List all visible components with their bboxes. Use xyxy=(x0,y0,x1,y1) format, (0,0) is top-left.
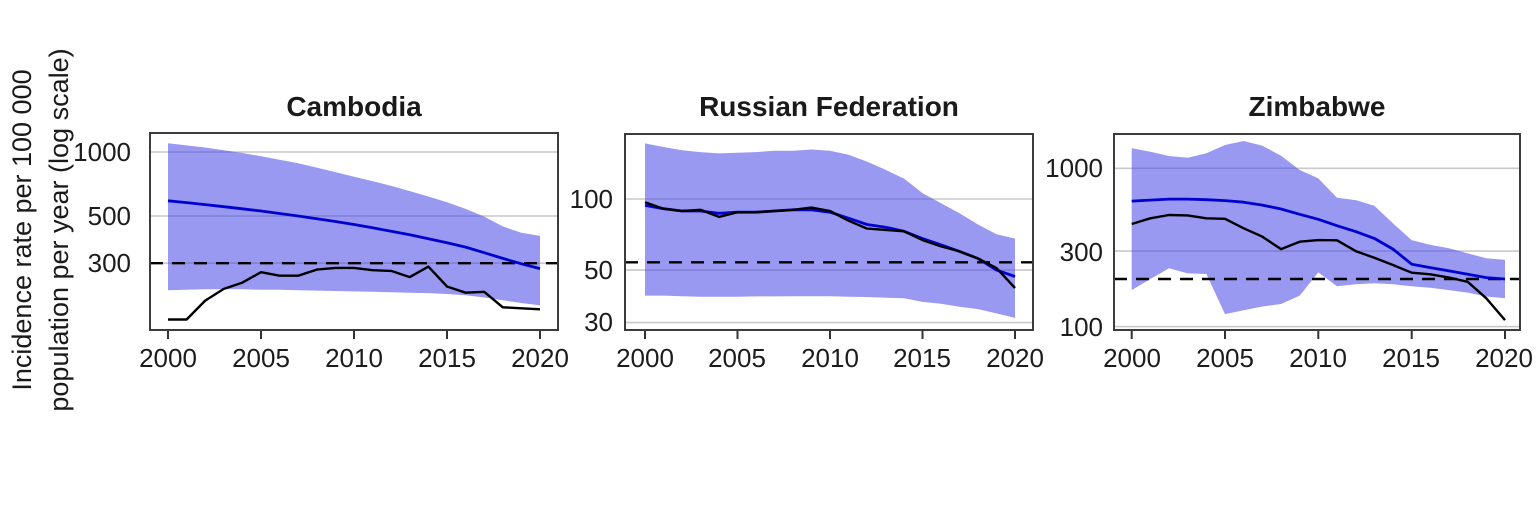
y-axis-label: Incidence rate per 100 000 population pe… xyxy=(4,0,78,465)
x-tick-label: 2005 xyxy=(708,343,766,373)
y-tick-label: 300 xyxy=(87,248,131,278)
y-tick-label: 1000 xyxy=(73,137,131,167)
x-tick-label: 2005 xyxy=(232,343,290,373)
x-tick-label: 2010 xyxy=(801,343,859,373)
blue-line xyxy=(167,199,541,270)
y-tick-label: 100 xyxy=(569,184,613,214)
panel-border xyxy=(1113,133,1521,331)
panel-border xyxy=(624,133,1034,331)
x-tick-label: 2000 xyxy=(1103,343,1161,373)
x-tick-label: 2020 xyxy=(986,343,1044,373)
x-tick-label: 2010 xyxy=(1289,343,1347,373)
panel-title-cambodia: Cambodia xyxy=(286,91,422,122)
y-tick-label: 500 xyxy=(87,201,131,231)
uncertainty-band xyxy=(1131,141,1505,315)
x-tick-label: 2015 xyxy=(893,343,951,373)
x-tick-label: 2020 xyxy=(511,343,569,373)
x-tick-label: 2000 xyxy=(139,343,197,373)
x-tick-label: 2015 xyxy=(1382,343,1440,373)
x-tick-label: 2000 xyxy=(616,343,674,373)
black-line xyxy=(1131,213,1506,321)
blue-line xyxy=(1131,197,1506,281)
black-line xyxy=(168,265,541,321)
x-tick-label: 2015 xyxy=(418,343,476,373)
x-tick-label: 2005 xyxy=(1196,343,1254,373)
black-line xyxy=(644,201,1016,289)
x-tick-label: 2010 xyxy=(325,343,383,373)
panel-border xyxy=(149,132,559,331)
y-tick-label: 50 xyxy=(584,255,613,285)
panel-title-zimbabwe: Zimbabwe xyxy=(1248,91,1386,122)
uncertainty-band xyxy=(645,143,1015,318)
panel-title-russian-federation: Russian Federation xyxy=(699,91,959,122)
y-tick-label: 1000 xyxy=(1045,153,1103,183)
y-axis-label-line2: population per year (log scale) xyxy=(44,48,74,412)
y-tick-label: 100 xyxy=(1059,312,1103,342)
x-tick-label: 2020 xyxy=(1475,343,1533,373)
y-tick-label: 300 xyxy=(1059,237,1103,267)
y-axis-label-line1: Incidence rate per 100 000 xyxy=(7,69,37,391)
y-tick-label: 30 xyxy=(584,307,613,337)
